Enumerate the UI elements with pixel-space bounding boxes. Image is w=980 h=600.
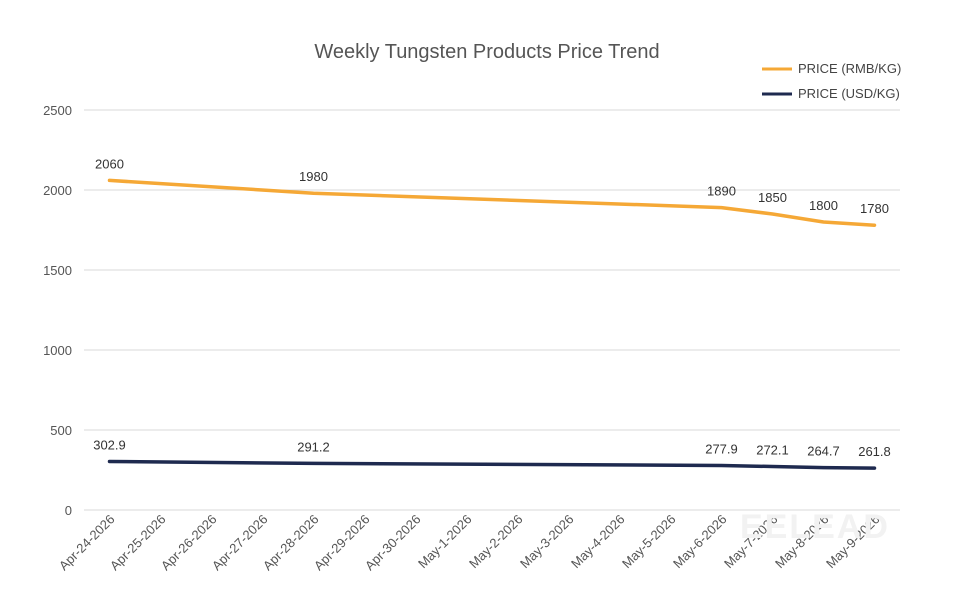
x-tick-label: May-2-2026: [466, 512, 526, 572]
series-line-rmb: [107, 178, 877, 227]
legend-label-rmb: PRICE (RMB/KG): [798, 61, 901, 76]
data-labels: 2060 1980 1890 1850 1800 1780 302.9 291.2 277.9 2…: [93, 156, 891, 459]
data-label: 277.9: [705, 442, 738, 457]
y-axis-ticks: 0 500 1000 1500 2000 2500: [43, 103, 72, 518]
y-tick-label: 1000: [43, 343, 72, 358]
x-tick-label: May-1-2026: [415, 512, 475, 572]
y-tick-label: 0: [65, 503, 72, 518]
chart-title: Weekly Tungsten Products Price Trend: [314, 41, 659, 63]
gridlines: [84, 109, 900, 511]
x-tick-label: May-5-2026: [619, 512, 679, 572]
data-label: 302.9: [93, 438, 126, 453]
data-label: 1890: [707, 184, 736, 199]
legend-item-rmb: PRICE (RMB/KG): [762, 61, 901, 76]
data-label: 1800: [809, 198, 838, 213]
x-tick-label: May-3-2026: [517, 512, 577, 572]
x-tick-label: May-6-2026: [670, 512, 730, 572]
series-lines: [107, 178, 877, 470]
data-label: 1850: [758, 190, 787, 205]
data-label: 272.1: [756, 442, 789, 457]
data-label: 1980: [299, 169, 328, 184]
data-label: 291.2: [297, 439, 330, 454]
series-line-usd: [107, 459, 877, 470]
data-label: 264.7: [807, 444, 840, 459]
y-tick-label: 500: [50, 423, 72, 438]
legend-item-usd: PRICE (USD/KG): [762, 86, 900, 101]
y-tick-label: 2000: [43, 183, 72, 198]
data-label: 261.8: [858, 444, 891, 459]
watermark-text: EELEAD: [740, 508, 890, 546]
data-label: 1780: [860, 201, 889, 216]
legend-label-usd: PRICE (USD/KG): [798, 86, 900, 101]
y-tick-label: 2500: [43, 103, 72, 118]
legend: PRICE (RMB/KG) PRICE (USD/KG): [762, 61, 901, 101]
data-label: 2060: [95, 156, 124, 171]
x-tick-label: May-4-2026: [568, 512, 628, 572]
y-tick-label: 1500: [43, 263, 72, 278]
